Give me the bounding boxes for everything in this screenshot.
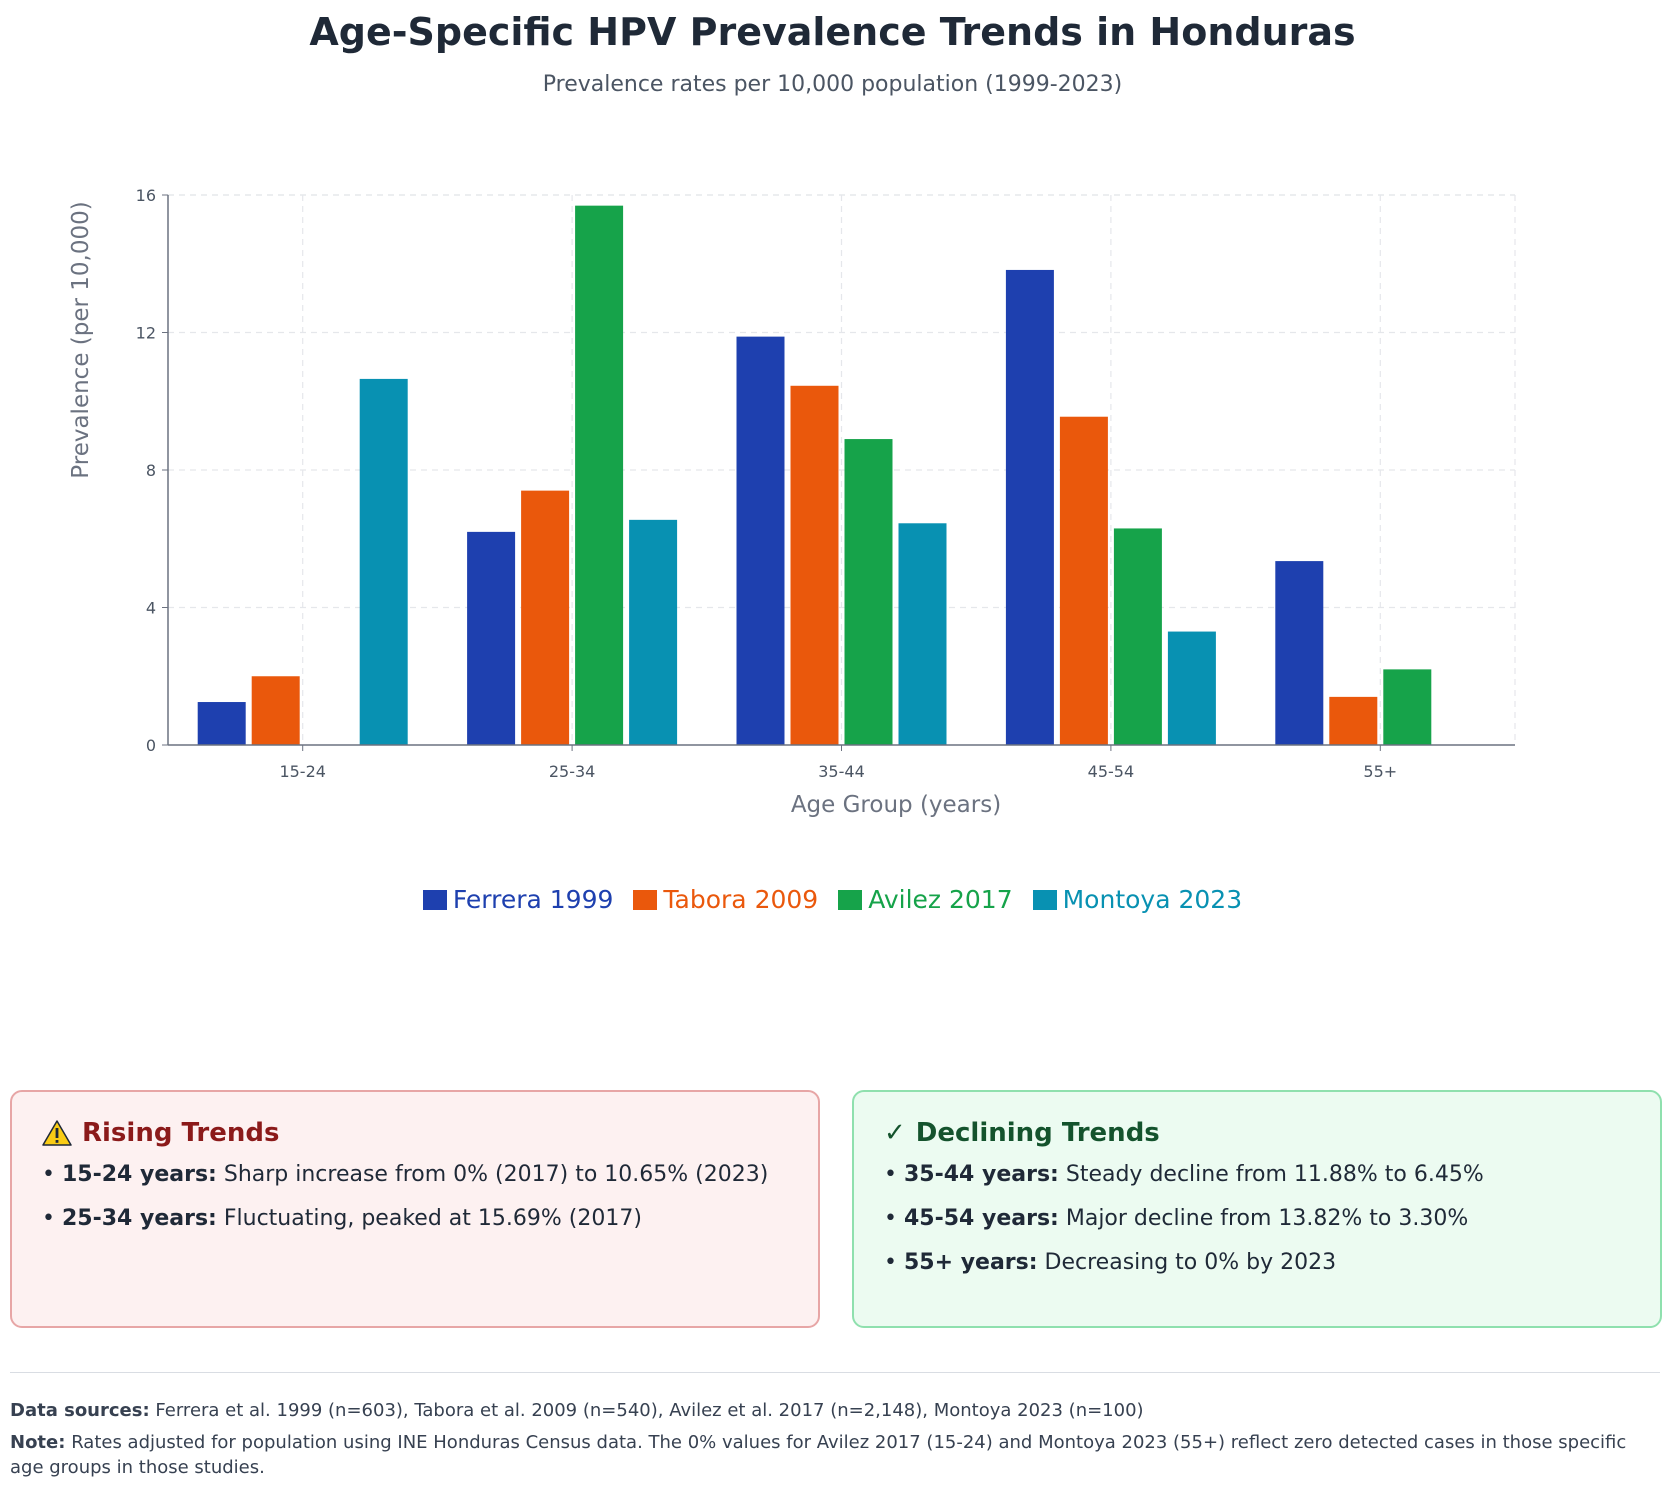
trend-item: • 35-44 years: Steady decline from 11.88… (884, 1162, 1484, 1187)
trend-item-text: Decreasing to 0% by 2023 (1037, 1250, 1337, 1275)
trend-item-text: Fluctuating, peaked at 15.69% (2017) (216, 1206, 642, 1231)
legend-swatch (1032, 889, 1057, 910)
x-axis-label: Age Group (years) (791, 792, 1001, 818)
bar-tabora-2009-55+[interactable] (1329, 696, 1378, 745)
bar-avilez-2017-35-44[interactable] (844, 439, 893, 745)
footer-note: Note: Rates adjusted for population usin… (10, 1430, 1650, 1480)
x-tick-label: 25-34 (549, 762, 596, 781)
x-tick-label: 55+ (1363, 762, 1397, 781)
y-axis-label: Prevalence (per 10,000) (68, 201, 94, 478)
check-icon: ✓ (884, 1118, 906, 1148)
rising-trends-list: • 15-24 years: Sharp increase from 0% (2… (42, 1160, 788, 1234)
page-subtitle: Prevalence rates per 10,000 population (… (542, 72, 1123, 97)
bars (197, 205, 1432, 745)
bar-ferrera-1999-45-54[interactable] (1005, 269, 1054, 745)
trend-item-label: 25-34 years: (61, 1206, 217, 1231)
data-sources: Data sources: Ferrera et al. 1999 (n=603… (10, 1398, 1650, 1423)
legend-swatch (422, 889, 447, 910)
footer-note-label: Note: (10, 1432, 66, 1453)
legend-label: Avilez 2017 (868, 885, 1013, 914)
bar-ferrera-1999-55+[interactable] (1275, 561, 1324, 745)
legend-item[interactable]: Avilez 2017 (838, 885, 1013, 914)
y-tick-label: 0 (146, 736, 156, 755)
x-tick-label: 15-24 (279, 762, 326, 781)
bar-tabora-2009-15-24[interactable] (251, 676, 300, 745)
data-sources-text: Ferrera et al. 1999 (n=603), Tabora et a… (155, 1400, 1144, 1421)
y-tick-label: 4 (146, 599, 156, 618)
y-tick-label: 16 (136, 186, 156, 205)
declining-trends-list: • 35-44 years: Steady decline from 11.88… (884, 1160, 1630, 1278)
legend-item[interactable]: Tabora 2009 (633, 885, 818, 914)
trend-item: • 15-24 years: Sharp increase from 0% (2… (42, 1162, 769, 1187)
trend-item-label: 55+ years: (903, 1250, 1038, 1275)
bar-avilez-2017-45-54[interactable] (1113, 528, 1162, 745)
rising-trends-title-text: Rising Trends (82, 1118, 280, 1148)
trend-item: • 25-34 years: Fluctuating, peaked at 15… (42, 1206, 642, 1231)
legend-item[interactable]: Ferrera 1999 (422, 885, 614, 914)
bar-montoya-2023-15-24[interactable] (359, 378, 408, 745)
bar-montoya-2023-25-34[interactable] (629, 519, 678, 745)
y-tick-label: 8 (146, 461, 156, 480)
trend-item-text: Steady decline from 11.88% to 6.45% (1058, 1162, 1484, 1187)
bar-avilez-2017-25-34[interactable] (575, 205, 624, 745)
legend-label: Montoya 2023 (1062, 885, 1243, 914)
trend-item-text: Sharp increase from 0% (2017) to 10.65% … (216, 1162, 769, 1187)
bar-montoya-2023-45-54[interactable] (1167, 631, 1216, 745)
bar-ferrera-1999-15-24[interactable] (197, 702, 246, 745)
x-tick-label: 35-44 (818, 762, 865, 781)
legend-label: Ferrera 1999 (452, 885, 614, 914)
legend-swatch (633, 889, 658, 910)
bar-tabora-2009-35-44[interactable] (790, 385, 839, 745)
trend-item-label: 35-44 years: (903, 1162, 1059, 1187)
data-sources-label: Data sources: (10, 1400, 150, 1421)
y-tick-label: 12 (136, 324, 156, 343)
warning-icon (42, 1120, 72, 1146)
legend-swatch (838, 889, 863, 910)
declining-trends-title-text: Declining Trends (915, 1118, 1160, 1148)
bar-montoya-2023-35-44[interactable] (898, 523, 947, 745)
bar-ferrera-1999-35-44[interactable] (736, 336, 785, 745)
bar-avilez-2017-55+[interactable] (1383, 669, 1432, 745)
footer-divider (10, 1372, 1660, 1373)
trend-item: • 45-54 years: Major decline from 13.82%… (884, 1206, 1469, 1231)
trend-item-label: 15-24 years: (61, 1162, 217, 1187)
legend-label: Tabora 2009 (663, 885, 819, 914)
legend-item[interactable]: Montoya 2023 (1032, 885, 1243, 914)
bar-tabora-2009-25-34[interactable] (521, 490, 570, 745)
rising-trends-card: Rising Trends • 15-24 years: Sharp incre… (10, 1090, 820, 1328)
declining-trends-card: ✓ Declining Trends • 35-44 years: Steady… (852, 1090, 1662, 1328)
declining-trends-title: ✓ Declining Trends (884, 1118, 1630, 1148)
trend-item-label: 45-54 years: (903, 1206, 1059, 1231)
bar-ferrera-1999-25-34[interactable] (467, 531, 516, 745)
x-tick-label: 45-54 (1088, 762, 1135, 781)
trend-item-text: Major decline from 13.82% to 3.30% (1058, 1206, 1469, 1231)
footer-note-text: Rates adjusted for population using INE … (10, 1432, 1627, 1478)
chart-legend: Ferrera 1999 Tabora 2009 Avilez 2017 Montoy… (0, 885, 1665, 914)
axes: 0 4 8 12 16 15-24 25-34 35-44 45-54 55+ (136, 186, 1515, 781)
trend-item: • 55+ years: Decreasing to 0% by 2023 (884, 1250, 1337, 1275)
page-title: Age-Specific HPV Prevalence Trends in Ho… (309, 10, 1356, 54)
rising-trends-title: Rising Trends (42, 1118, 788, 1148)
bar-chart: 0 4 8 12 16 15-24 25-34 35-44 45-54 55+ Prevalenc… (68, 186, 1516, 818)
bar-tabora-2009-45-54[interactable] (1059, 416, 1108, 745)
